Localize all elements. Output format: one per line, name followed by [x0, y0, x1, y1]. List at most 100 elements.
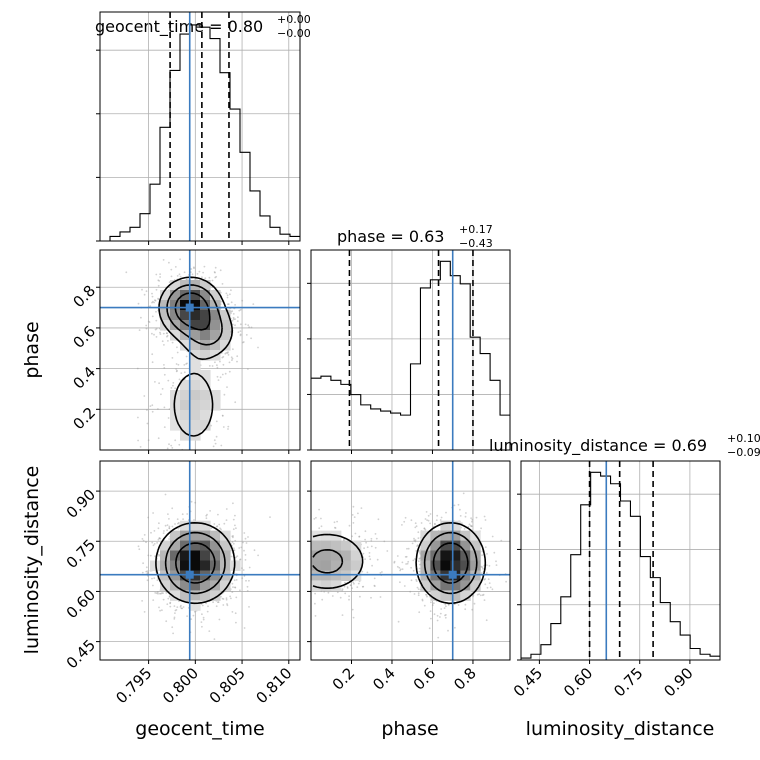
sample-point: [295, 571, 297, 573]
sample-point: [158, 537, 161, 540]
sample-point: [268, 568, 270, 570]
sample-point: [243, 549, 245, 552]
sample-point: [371, 564, 373, 567]
sample-point: [146, 570, 149, 573]
sample-point: [159, 537, 162, 540]
density-cell: [190, 560, 201, 571]
sample-point: [436, 619, 439, 622]
sample-point: [213, 523, 216, 525]
sample-point: [190, 500, 193, 503]
sample-point: [162, 332, 165, 335]
sample-point: [171, 525, 174, 528]
sample-point: [234, 586, 236, 589]
sample-point: [302, 552, 304, 554]
sample-point: [152, 512, 155, 514]
sample-point: [344, 592, 347, 595]
sample-point: [253, 549, 256, 552]
sample-point: [173, 616, 176, 619]
sample-point: [243, 627, 246, 629]
sample-point: [214, 271, 216, 274]
sample-point: [309, 558, 311, 560]
density-cell: [450, 560, 461, 571]
density-cell: [311, 570, 322, 581]
sample-point: [424, 518, 427, 520]
sample-point: [351, 608, 354, 611]
density-cell: [460, 580, 471, 591]
sample-point: [231, 357, 234, 360]
sample-point: [167, 417, 170, 419]
sample-point: [364, 538, 366, 541]
sample-point: [232, 313, 235, 315]
sample-point: [202, 271, 205, 274]
sample-point: [219, 269, 222, 272]
xtick-label-phase: 0.8: [450, 664, 480, 694]
sample-point: [141, 538, 144, 540]
sample-point: [318, 527, 321, 530]
sample-point: [370, 537, 373, 540]
sample-point: [205, 514, 208, 517]
sample-point: [157, 470, 159, 472]
sample-point: [145, 570, 148, 573]
density-cell: [210, 310, 221, 321]
density-cell: [190, 410, 201, 421]
sample-point: [154, 328, 157, 331]
sample-point: [257, 346, 259, 349]
sample-point: [225, 351, 228, 354]
density-cell: [220, 570, 231, 581]
sample-point: [269, 571, 271, 573]
sample-point: [383, 540, 386, 543]
contour-2: [158, 276, 233, 437]
sample-point: [219, 376, 222, 379]
sample-point: [417, 560, 420, 563]
sample-point: [158, 554, 161, 556]
sample-point: [368, 552, 371, 554]
panel-frame: [99, 460, 301, 661]
sample-point: [234, 524, 236, 527]
sample-point: [429, 610, 432, 612]
density-cell: [190, 300, 201, 311]
sample-point: [170, 268, 173, 271]
ylabel-luminosity-distance: luminosity_distance: [21, 466, 43, 655]
title-phase-sub: −0.43: [459, 237, 493, 250]
sample-point: [203, 469, 205, 471]
sample-point: [157, 408, 159, 410]
contour-2: [155, 522, 236, 605]
density-cell: [430, 590, 441, 601]
sample-point: [175, 609, 178, 611]
sample-point: [175, 368, 178, 370]
sample-point: [406, 562, 409, 565]
density-cell: [350, 560, 362, 571]
sample-point: [174, 609, 177, 612]
sample-point: [471, 608, 474, 611]
density-cell: [210, 340, 221, 351]
sample-point: [159, 273, 162, 275]
density-cell: [190, 570, 201, 581]
sample-point: [227, 303, 229, 306]
sample-point: [418, 567, 421, 570]
sample-point: [321, 598, 324, 601]
sample-point: [206, 610, 209, 613]
sample-point: [151, 404, 154, 407]
density-cells: [160, 280, 231, 441]
sample-point: [369, 558, 372, 561]
sample-point: [370, 545, 373, 548]
sample-point: [176, 369, 178, 372]
sample-point: [293, 570, 295, 572]
panel-frame: [520, 460, 721, 661]
sample-point: [457, 604, 460, 606]
sample-point: [298, 584, 300, 586]
sample-point: [239, 558, 242, 561]
sample-point: [252, 303, 255, 305]
density-cell: [430, 570, 441, 581]
sample-point: [157, 592, 159, 595]
title-luminosity-distance-sup: +0.10: [727, 432, 760, 445]
sample-point: [168, 408, 171, 411]
sample-point: [486, 564, 488, 566]
sample-point: [145, 541, 147, 544]
density-cell: [190, 330, 201, 341]
sample-point: [212, 445, 215, 448]
sample-point: [415, 550, 418, 552]
sample-point: [151, 301, 153, 304]
density-cell: [200, 410, 211, 421]
sample-point: [297, 543, 299, 545]
